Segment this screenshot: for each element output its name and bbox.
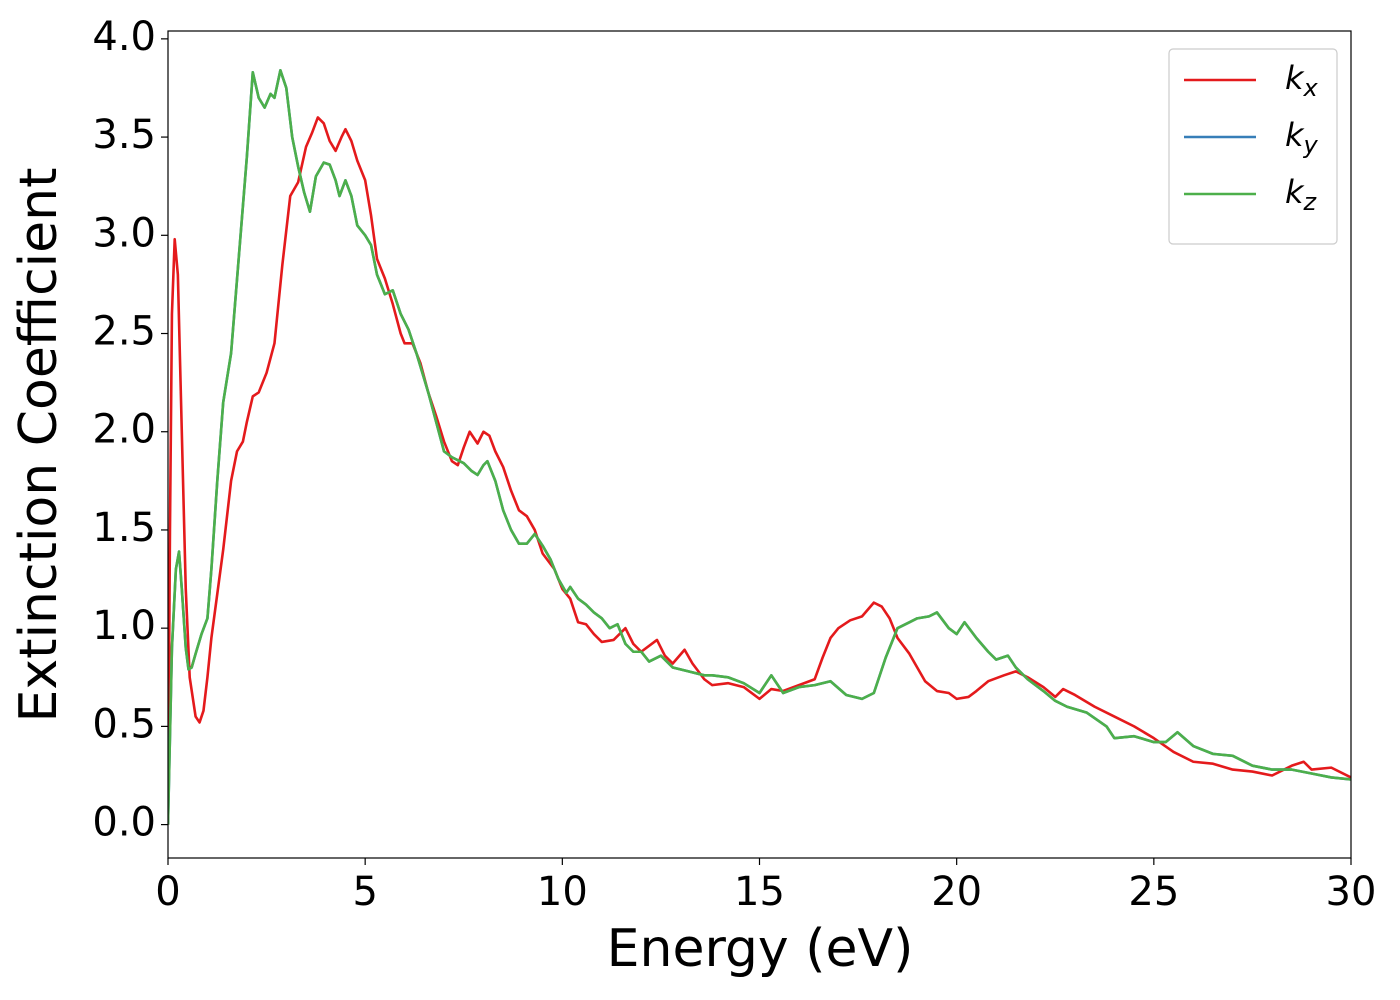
x-axis-label: Energy (eV) <box>607 919 914 979</box>
y-tick-label: 1.5 <box>92 505 156 551</box>
x-tick-label: 20 <box>931 869 982 915</box>
y-axis-label: Extinction Coefficient <box>9 168 69 723</box>
x-tick-label: 0 <box>155 869 180 915</box>
legend-name: k <box>1285 173 1305 211</box>
plot-area <box>168 68 1351 825</box>
x-tick-label: 15 <box>734 869 785 915</box>
series-line <box>168 68 1351 825</box>
y-tick-label: 1.0 <box>92 603 156 649</box>
legend-name: k <box>1285 59 1305 97</box>
y-tick-label: 2.0 <box>92 407 156 453</box>
series-line <box>168 116 1351 825</box>
y-tick-label: 3.0 <box>92 210 156 256</box>
legend-label: kx <box>1285 59 1319 102</box>
y-tick-label: 0.5 <box>92 701 156 747</box>
x-tick-label: 25 <box>1128 869 1179 915</box>
x-tick-label: 5 <box>352 869 377 915</box>
y-tick-label: 3.5 <box>92 112 156 158</box>
x-tick-label: 10 <box>537 869 588 915</box>
legend-name: k <box>1285 116 1305 154</box>
y-tick-label: 4.0 <box>92 14 156 60</box>
legend-subscript: y <box>1303 131 1319 159</box>
legend-label: kz <box>1285 173 1318 216</box>
x-tick-label: 30 <box>1326 869 1377 915</box>
legend-label: ky <box>1285 116 1319 159</box>
legend-subscript: x <box>1303 74 1319 102</box>
legend-subscript: z <box>1303 188 1318 216</box>
y-tick-label: 2.5 <box>92 309 156 355</box>
y-tick-label: 0.0 <box>92 800 156 846</box>
